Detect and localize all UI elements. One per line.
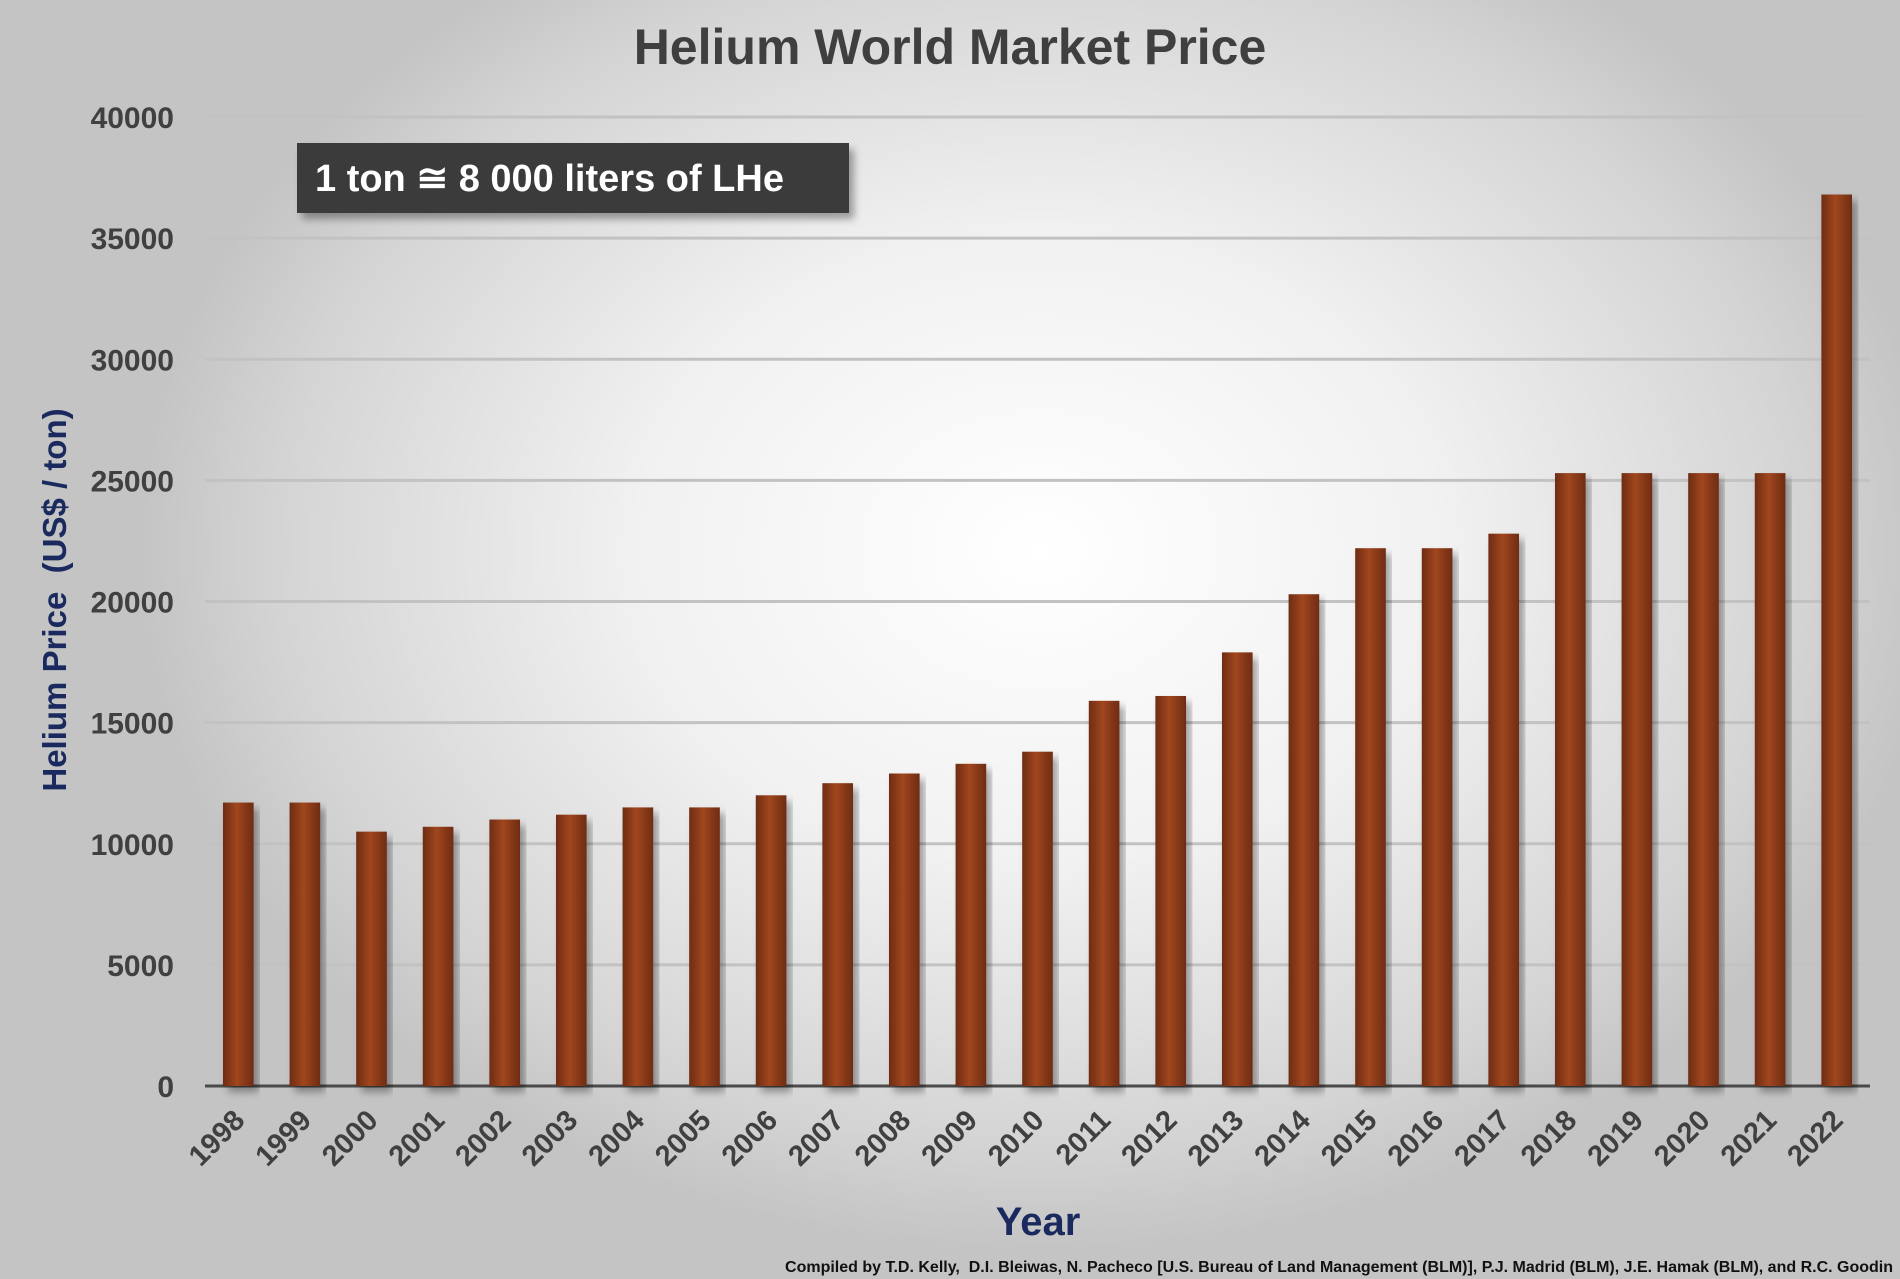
bar-2019 (1621, 473, 1653, 1086)
bar-series (222, 194, 1853, 1086)
y-tick-label: 30000 (91, 344, 174, 377)
bar-2001 (422, 826, 454, 1086)
bar-2000 (356, 831, 387, 1086)
bar-2009 (955, 763, 987, 1086)
x-tick-label-2021: 2021 (1715, 1104, 1783, 1172)
y-tick-label: 25000 (91, 465, 174, 498)
bar-1998 (222, 802, 254, 1086)
x-tick-label-1998: 1998 (183, 1104, 251, 1172)
bar-2004 (622, 807, 654, 1086)
y-tick-label: 0 (157, 1071, 174, 1104)
y-tick-label: 15000 (91, 708, 174, 741)
bar-2007 (822, 783, 854, 1086)
x-tick-label-1999: 1999 (250, 1104, 318, 1172)
x-tick-label-2001: 2001 (383, 1104, 451, 1172)
bar-2020 (1688, 473, 1719, 1086)
y-tick-label: 10000 (91, 829, 174, 862)
bar-2006 (755, 795, 787, 1086)
bar-2017 (1488, 533, 1520, 1086)
bar-2011 (1088, 700, 1120, 1086)
bar-2012 (1155, 695, 1187, 1086)
bar-2014 (1288, 594, 1320, 1086)
x-tick-label-2022: 2022 (1781, 1104, 1849, 1172)
annotation-box: 1 ton ≅ 8 000 liters of LHe (297, 143, 849, 213)
x-tick-label-2014: 2014 (1249, 1104, 1317, 1172)
bar-2018 (1554, 473, 1586, 1086)
x-tick-label-2007: 2007 (782, 1104, 850, 1172)
y-tick-label: 35000 (91, 223, 174, 256)
annotation-background (297, 143, 849, 213)
x-tick-label-2003: 2003 (516, 1104, 584, 1172)
bar-2005 (689, 807, 720, 1086)
annotation-text: 1 ton ≅ 8 000 liters of LHe (315, 158, 784, 200)
chart-title: Helium World Market Price (634, 19, 1267, 75)
x-tick-label-2002: 2002 (449, 1104, 517, 1172)
x-tick-label-2008: 2008 (849, 1104, 917, 1172)
bar-2016 (1421, 548, 1453, 1086)
x-tick-label-2006: 2006 (716, 1104, 784, 1172)
bar-2010 (1022, 751, 1053, 1086)
y-tick-label: 5000 (107, 950, 174, 983)
bar-2022 (1821, 194, 1853, 1086)
y-tick-label: 40000 (91, 102, 174, 135)
y-tick-label: 20000 (91, 587, 174, 620)
bar-2021 (1754, 473, 1786, 1086)
x-tick-label-2010: 2010 (982, 1104, 1050, 1172)
x-tick-label-2004: 2004 (583, 1104, 651, 1172)
x-tick-label-2013: 2013 (1182, 1104, 1250, 1172)
bar-1999 (289, 802, 321, 1086)
bar-2008 (888, 773, 920, 1086)
grid-layer (205, 115, 1870, 1088)
x-tick-label-2018: 2018 (1515, 1104, 1583, 1172)
x-tick-label-2012: 2012 (1115, 1104, 1183, 1172)
x-tick-label-2011: 2011 (1050, 1104, 1117, 1171)
bar-2003 (555, 814, 587, 1086)
x-tick-label-2020: 2020 (1648, 1104, 1716, 1172)
x-tick-label-2005: 2005 (649, 1104, 717, 1172)
x-tick-label-2009: 2009 (916, 1104, 984, 1172)
y-axis-label: Helium Price (US$ / ton) (36, 408, 73, 791)
x-axis-label: Year (996, 1200, 1081, 1244)
y-axis-ticks: 0 5000 10000 15000 20000 25000 30000 35000 40000 (91, 102, 174, 1104)
bar-2002 (489, 819, 521, 1086)
x-tick-label-2017: 2017 (1448, 1104, 1516, 1172)
x-tick-label-2016: 2016 (1382, 1104, 1450, 1172)
x-tick-label-2015: 2015 (1315, 1104, 1383, 1172)
bar-2013 (1221, 652, 1253, 1086)
x-tick-label-2000: 2000 (316, 1104, 384, 1172)
credit-line: Compiled by T.D. Kelly, D.I. Bleiwas, N.… (785, 1259, 1893, 1276)
x-axis-ticks: 1998199920002001200220032004200520062007… (183, 1104, 1850, 1172)
x-tick-label-2019: 2019 (1582, 1104, 1650, 1172)
bar-2015 (1355, 548, 1386, 1086)
